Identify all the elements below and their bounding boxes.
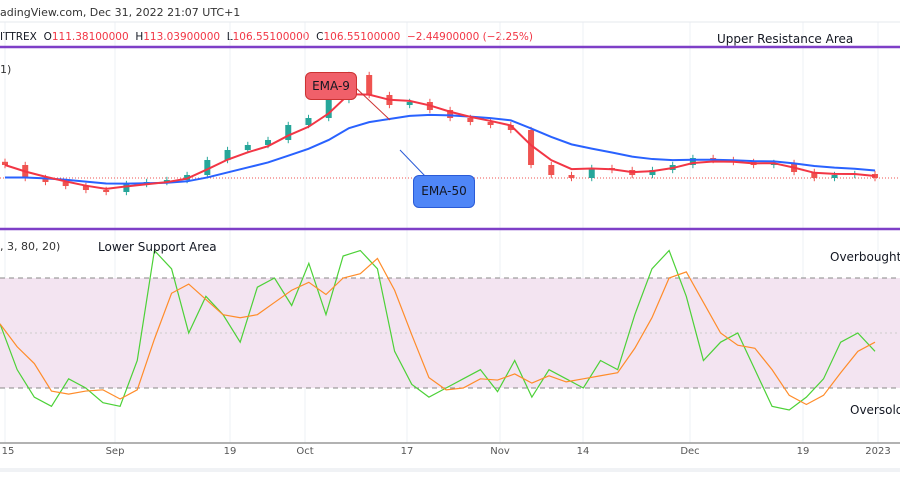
x-tick-label: 19 <box>223 446 237 457</box>
candle-body <box>528 130 535 166</box>
candle-body <box>406 102 413 106</box>
c-label: C <box>316 31 324 43</box>
ema50-line <box>4 113 876 185</box>
x-tick-label: 14 <box>576 446 590 457</box>
candle-body <box>831 175 838 179</box>
x-tick-label: Dec <box>680 446 700 457</box>
candle-body <box>285 125 292 141</box>
candle-body <box>82 186 89 191</box>
ema9-label: EMA-9 <box>305 72 357 100</box>
ema50-label: EMA-50 <box>413 175 475 208</box>
candle-body <box>507 125 514 131</box>
open-value: 111.38100000 <box>51 31 129 43</box>
candle-body <box>265 140 272 146</box>
ema50-pointer <box>399 149 426 177</box>
candle-body <box>588 168 595 179</box>
stoch-indicator-label: , 3, 80, 20) <box>0 240 61 253</box>
candle-body <box>366 75 373 96</box>
candle-body <box>103 190 110 193</box>
candle-body <box>123 184 130 193</box>
x-tick-label: 19 <box>796 446 810 457</box>
candle-body <box>42 178 49 183</box>
candle-body <box>447 110 454 119</box>
upper-resistance-label: Upper Resistance Area <box>717 32 854 46</box>
ema9-line <box>4 93 876 190</box>
ohlc-legend: ITTREX O111.38100000 H113.03900000 L106.… <box>0 31 533 43</box>
symbol: ITTREX <box>0 31 37 43</box>
h-label: H <box>135 31 144 43</box>
candle-body <box>305 118 312 126</box>
main-indicator-label: 1) <box>0 63 12 76</box>
oversold-label: Oversold <box>850 403 900 417</box>
candle-body <box>244 145 251 151</box>
candle-body <box>487 122 494 126</box>
x-tick-label: Nov <box>490 446 510 457</box>
candle-body <box>689 158 696 166</box>
x-tick-label: 17 <box>400 446 414 457</box>
candle-body <box>568 175 575 179</box>
candle-body <box>325 100 332 119</box>
change-value: −2.44900000 (−2.25%) <box>407 31 533 43</box>
stoch-d-line <box>0 257 876 406</box>
candle-body <box>62 182 69 187</box>
x-tick-label: 2023 <box>865 446 891 457</box>
x-tick-label: Oct <box>296 446 314 457</box>
x-tick-label: Sep <box>105 446 125 457</box>
lower-support-label: Lower Support Area <box>98 240 217 254</box>
low-value: 106.55100000 <box>232 31 310 43</box>
close-value: 106.55100000 <box>323 31 401 43</box>
o-label: O <box>43 31 52 43</box>
candle-body <box>872 174 878 179</box>
x-tick-label: 15 <box>1 446 15 457</box>
stoch-k-line <box>0 249 876 411</box>
candle-body <box>2 161 8 166</box>
candle-body <box>649 170 656 176</box>
candle-body <box>548 165 555 176</box>
candle-body <box>163 180 170 183</box>
overbought-label: Overbought <box>830 250 900 264</box>
candle-body <box>204 160 211 176</box>
ema9-pointer <box>355 87 391 121</box>
candle-body <box>467 118 474 123</box>
candle-body <box>224 150 231 161</box>
high-value: 113.03900000 <box>143 31 221 43</box>
axis-bottom-strip <box>0 468 900 472</box>
chart-source-title: adingView.com, Dec 31, 2022 21:07 UTC+1 <box>0 6 241 19</box>
candle-body <box>811 172 818 179</box>
